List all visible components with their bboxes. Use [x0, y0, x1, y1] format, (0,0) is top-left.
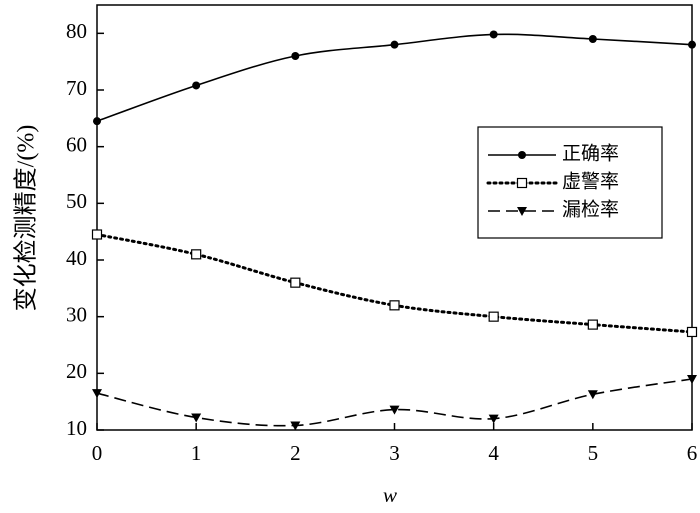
x-tick-label: 0 — [92, 441, 103, 465]
point — [390, 40, 399, 49]
y-tick-label: 60 — [66, 132, 87, 156]
legend-label: 正确率 — [562, 142, 619, 164]
y-axis-label: 变化检测精度/(%) — [13, 125, 40, 312]
series-line — [96, 378, 693, 427]
point — [92, 389, 102, 399]
y-tick-label: 30 — [66, 302, 87, 326]
point — [686, 326, 698, 338]
series-line — [95, 233, 694, 334]
legend-marker — [516, 177, 528, 189]
point — [192, 81, 201, 90]
legend-marker — [518, 151, 526, 159]
point — [587, 319, 598, 330]
point — [291, 52, 300, 60]
point — [290, 277, 301, 288]
y-tick-label: 20 — [66, 359, 87, 383]
point — [688, 40, 696, 49]
point — [389, 300, 400, 311]
point — [93, 117, 101, 126]
point — [91, 229, 103, 240]
legend-label: 虚警率 — [562, 170, 619, 192]
point — [588, 35, 597, 43]
x-axis-label: w — [383, 483, 397, 507]
point — [389, 405, 400, 415]
point — [290, 421, 301, 431]
x-tick-label: 5 — [588, 441, 599, 465]
legend-label: 漏检率 — [562, 198, 619, 220]
point — [687, 375, 697, 384]
point — [488, 414, 499, 424]
legend-marker — [517, 207, 527, 216]
x-tick-label: 4 — [488, 441, 499, 465]
y-tick-label: 80 — [66, 19, 87, 43]
point — [587, 390, 598, 400]
x-tick-label: 2 — [290, 441, 301, 465]
x-tick-label: 6 — [687, 441, 698, 465]
y-tick-label: 10 — [66, 416, 87, 440]
y-tick-label: 50 — [66, 189, 87, 213]
point — [191, 249, 202, 260]
x-tick-label: 1 — [191, 441, 202, 465]
point — [191, 413, 202, 423]
x-tick-label: 3 — [389, 441, 400, 465]
y-tick-label: 40 — [66, 246, 87, 270]
point — [489, 30, 498, 39]
y-tick-label: 70 — [66, 76, 87, 100]
point — [488, 311, 499, 322]
